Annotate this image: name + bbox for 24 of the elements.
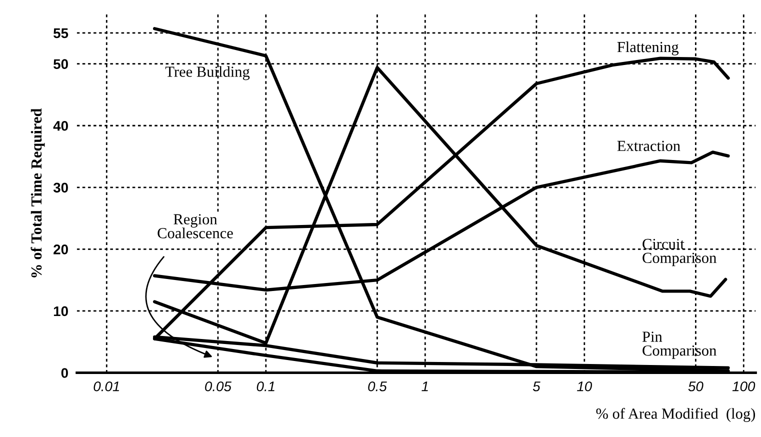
x-tick-label: 5: [532, 382, 540, 392]
y-tick-label: 30: [53, 182, 68, 193]
x-tick-label: 0.05: [205, 381, 232, 392]
x-tick-label: 0.01: [94, 381, 119, 392]
x-tick-label: 100: [732, 381, 756, 392]
text: Region Coalescence: [158, 214, 233, 238]
series-label: Circuit Comparison: [642, 238, 716, 266]
x-tick-label: 0.5: [368, 381, 387, 392]
y-tick-label: 40: [53, 120, 68, 131]
y-tick-label: 0: [61, 368, 68, 378]
x-tick-label: 0.1: [256, 381, 274, 392]
x-tick-label: 10: [577, 381, 592, 392]
x-tick-label: 1: [422, 382, 428, 392]
y-axis-title: % of Total Time Required: [30, 108, 45, 278]
y-tick-label: 50: [54, 59, 68, 70]
y-tick-label: 10: [54, 306, 68, 316]
y-tick-label: 55: [54, 28, 68, 38]
series-label: Flattening: [617, 41, 679, 56]
x-tick-label: 50: [688, 381, 704, 392]
series-label: Tree Building: [165, 66, 250, 80]
y-tick-label: 20: [54, 244, 68, 254]
series-label: Pin Comparison: [642, 332, 716, 359]
x-axis-title: % of Area Modified (log): [596, 408, 755, 422]
series-label: Extraction: [617, 140, 680, 152]
